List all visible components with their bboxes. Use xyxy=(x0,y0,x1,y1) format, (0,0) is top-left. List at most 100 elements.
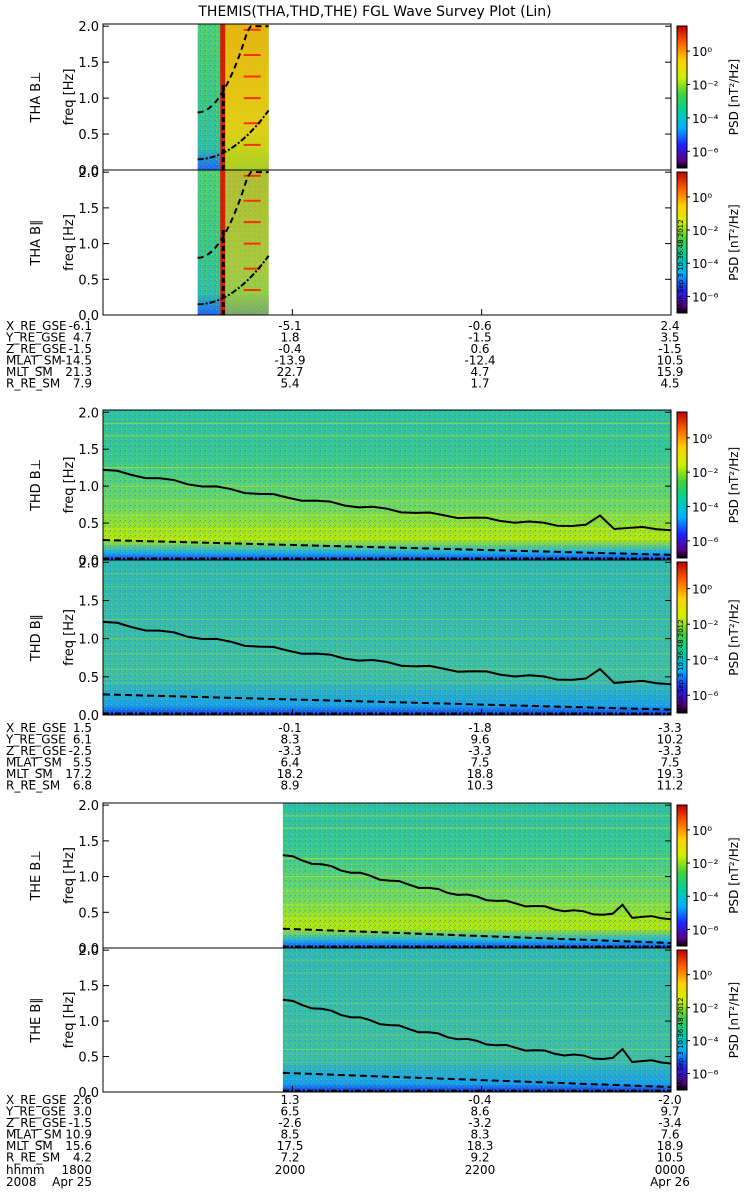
model-curve-dotted xyxy=(197,255,270,306)
colorbar-tick-label: 10⁰ xyxy=(692,191,712,205)
timestamp-label-3: Mon Sep 3 10:36:48 2012 xyxy=(677,997,685,1088)
ephemeris-value: -1.5 xyxy=(468,331,491,345)
model-curve-dashed xyxy=(197,25,269,114)
colorbar-label: PSD [nT²/Hz] xyxy=(727,599,741,675)
y-tick-label: 1.0 xyxy=(78,92,99,107)
panel-label: THD B∥ xyxy=(29,614,44,662)
ephemeris-label: Y_RE_GSE xyxy=(5,733,66,747)
ephemeris-value: 3.0 xyxy=(73,1105,92,1119)
colorbar-tick-label: 10⁰ xyxy=(692,969,712,983)
y-tick-label: 0.5 xyxy=(78,906,99,921)
ephemeris-value: -1.5 xyxy=(69,1116,92,1130)
ephemeris-value: 2.4 xyxy=(660,319,679,333)
ephemeris-value: 2.6 xyxy=(73,1093,92,1107)
y-tick-label: 1.5 xyxy=(78,835,99,850)
ephemeris-value: 4.7 xyxy=(470,365,489,379)
ephemeris-label: MLAT_SM xyxy=(6,354,62,368)
x-tick-label: 0000 xyxy=(655,1163,686,1177)
ephemeris-value: 18.2 xyxy=(277,767,304,781)
ephemeris-value: -3.3 xyxy=(468,744,491,758)
ephemeris-value: 0.6 xyxy=(470,342,489,356)
ephemeris-value: 1.3 xyxy=(280,1093,299,1107)
colorbar-tick-label: 10⁻⁶ xyxy=(692,145,719,159)
ephemeris-value: -3.3 xyxy=(278,744,301,758)
colorbar xyxy=(676,25,688,169)
y-axis-label: freq [Hz] xyxy=(62,457,77,514)
ephemeris-value: -1.5 xyxy=(69,342,92,356)
colorbar-tick-label: 10⁻⁶ xyxy=(692,923,719,937)
colorbar-label: PSD [nT²/Hz] xyxy=(727,204,741,280)
ephemeris-value: 1.7 xyxy=(470,377,489,391)
timestamp-label: Mon Sep 3 10:36:48 2012 xyxy=(677,219,685,310)
y-axis-label: freq [Hz] xyxy=(62,992,77,1049)
model-curve-dotted xyxy=(197,109,270,161)
ephemeris-value: 7.2 xyxy=(280,1151,299,1165)
ephemeris-value: 8.5 xyxy=(280,1128,299,1142)
model-curve-dashed xyxy=(197,171,269,259)
model-curve-solid xyxy=(282,854,672,921)
ephemeris-value: -13.9 xyxy=(274,354,305,368)
ephemeris-value: -0.4 xyxy=(468,1093,491,1107)
y-tick-label: 1.5 xyxy=(78,443,99,458)
colorbar-label: PSD [nT²/Hz] xyxy=(727,837,741,913)
ephemeris-value: 8.3 xyxy=(280,733,299,747)
y-tick-label: 0.5 xyxy=(78,517,99,532)
spectrogram-texture xyxy=(282,803,671,948)
y-tick-label: 0.0 xyxy=(78,709,99,724)
ephemeris-value: -3.4 xyxy=(658,1116,681,1130)
model-curve-solid xyxy=(102,620,672,686)
spectrogram-panel: 0.0 0.5 1.0 1.5 2.0 freq [Hz] THD B⊥ 10⁰ 10⁻² 10⁻… xyxy=(29,406,741,569)
ephemeris-value: 5.5 xyxy=(73,756,92,770)
panel-frame xyxy=(102,559,672,716)
y-tick-label: 1.0 xyxy=(78,238,99,253)
ephemeris-label: Y_RE_GSE xyxy=(5,331,66,345)
y-tick-label: 1.5 xyxy=(78,594,99,609)
ephemeris-value: -2.5 xyxy=(69,744,92,758)
y-tick-label: 0.5 xyxy=(78,273,99,288)
ephemeris-value: 11.2 xyxy=(657,779,684,793)
ephemeris-value: 6.1 xyxy=(73,733,92,747)
ephemeris-value: -1.5 xyxy=(658,342,681,356)
ephemeris-value: 7.5 xyxy=(660,756,679,770)
ephemeris-value: 7.9 xyxy=(73,377,92,391)
y-tick-label: 2.0 xyxy=(78,799,99,814)
ephemeris-value: -12.4 xyxy=(464,354,495,368)
ephemeris-value: 7.6 xyxy=(660,1128,679,1142)
ephemeris-value: 17.5 xyxy=(277,1139,304,1153)
x-tick-label: 2200 xyxy=(465,1163,496,1177)
ephemeris-label: Z_RE_GSE xyxy=(6,342,67,356)
spectrogram-texture xyxy=(282,948,671,1092)
ephemeris-label: MLT_SM xyxy=(6,767,53,781)
ephemeris-label: R_RE_SM xyxy=(6,377,60,391)
colorbar-label: PSD [nT²/Hz] xyxy=(727,447,741,523)
colorbar-tick-label: 10⁻² xyxy=(692,78,719,92)
panel-frame xyxy=(102,947,672,1093)
ephemeris-value: -0.1 xyxy=(278,721,301,735)
y-axis-label: freq [Hz] xyxy=(62,847,77,904)
model-curve-dashed xyxy=(282,927,672,945)
colorbar-tick-label: 10⁻² xyxy=(692,618,719,632)
ephemeris-value: 17.2 xyxy=(65,767,92,781)
colorbar-tick-label: 10⁻² xyxy=(692,224,719,238)
ephemeris-value: -5.1 xyxy=(278,319,301,333)
ephemeris-value: 7.5 xyxy=(470,756,489,770)
colorbar-tick-label: 10⁻⁴ xyxy=(692,890,719,904)
ephemeris-value: 1.5 xyxy=(73,721,92,735)
ephemeris-label: MLT_SM xyxy=(6,365,53,379)
y-tick-label: 0.0 xyxy=(78,309,99,324)
ephemeris-value: -6.1 xyxy=(69,319,92,333)
x-tick-label: 1800 xyxy=(61,1163,92,1177)
y-tick-label: 0.0 xyxy=(78,1086,99,1101)
y-tick-label: 1.5 xyxy=(78,202,99,217)
ephemeris-value: 9.2 xyxy=(470,1151,489,1165)
ephemeris-value: 15.6 xyxy=(65,1139,92,1153)
model-curve-dashed xyxy=(102,693,672,711)
colorbar-label: PSD [nT²/Hz] xyxy=(727,59,741,135)
ephemeris-value: -14.5 xyxy=(61,354,92,368)
y-axis-label: freq [Hz] xyxy=(62,609,77,666)
colorbar-tick-label: 10⁰ xyxy=(692,432,712,446)
colorbar xyxy=(676,561,688,714)
ephemeris-label: Y_RE_GSE xyxy=(5,1105,66,1119)
ephemeris-value: -1.8 xyxy=(468,721,491,735)
